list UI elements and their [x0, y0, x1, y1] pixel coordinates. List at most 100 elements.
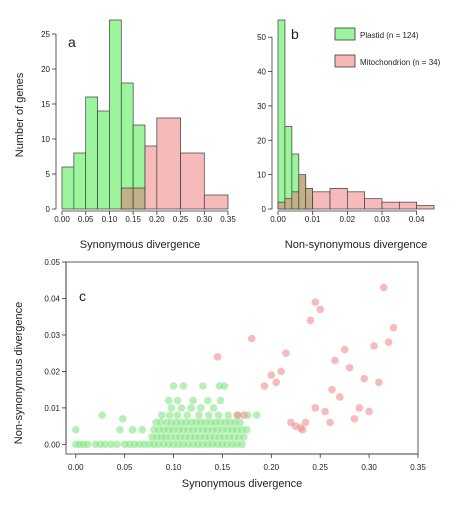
panel-c-plastid-point [113, 440, 121, 449]
panel-b-y-tick-label: 30 [257, 102, 266, 111]
panel-c-plastid-point [164, 396, 173, 405]
panel-a-y-tick-label: 5 [46, 170, 51, 179]
panel-c-mito-point [240, 411, 248, 419]
panel-a-plastid-bar [97, 110, 110, 210]
panel-c-mito-point [389, 323, 398, 332]
panel-c-plastid-point [173, 396, 182, 405]
panel-c-mito-point [370, 342, 378, 350]
panel-a-mito-bar [132, 187, 146, 210]
panel-c-plastid-point [138, 425, 147, 434]
panel-c-plastid-point [236, 418, 244, 427]
panel-c-mito-point [306, 316, 315, 325]
panel-c-mito-point [326, 418, 334, 427]
panel-c-plastid-point [177, 404, 186, 412]
panel-b-mito-bar [277, 201, 286, 210]
panel-c-mito-point [282, 349, 290, 357]
panel-b-histogram: b 0.00 0.01 0.02 0.03 0.04 0 10 20 30 40 50 Non-s… [257, 19, 435, 251]
legend-swatch-mito [334, 54, 356, 68]
panel-c-plastid-point [240, 433, 248, 441]
panel-c-x-tick-label: 0.25 [312, 463, 328, 472]
panel-c-y-tick-label: 0.03 [44, 331, 60, 340]
panel-a-y-label: Number of genes [14, 72, 26, 157]
panel-c-plastid-point [107, 440, 115, 449]
panel-c-plastid-point [183, 411, 192, 419]
panel-b-y-tick-label: 20 [257, 136, 266, 145]
panel-c-plastid-point [115, 425, 124, 434]
panel-a-plastid-bar [109, 19, 122, 210]
panel-b-mito-bar [312, 191, 331, 210]
panel-a-y-tick-label: 25 [41, 30, 50, 39]
panel-c-mito-point [301, 418, 310, 427]
panel-c-x-tick-label: 0.10 [166, 463, 182, 472]
panel-b-mito-bar [329, 188, 348, 210]
panel-c-plastid-point [203, 396, 212, 405]
panel-b-bars [277, 19, 435, 210]
panel-c-plastid-point [252, 411, 261, 419]
panel-c-mito-point [316, 305, 325, 314]
legend-label-plastid: Plastid (n = 124) [360, 31, 419, 40]
panel-c-x-tick-label: 0.30 [361, 463, 377, 472]
panel-a-y-tick-label: 20 [41, 65, 50, 74]
panel-c-y-tick-label: 0.02 [44, 367, 60, 376]
panel-a-y-tick-label: 10 [41, 135, 50, 144]
panel-b-x-tick-label: 0.02 [340, 215, 356, 224]
panel-c-plastid-point [209, 404, 218, 412]
panel-c-plastid-point [216, 396, 225, 405]
panel-c-mito-point [321, 407, 329, 416]
panel-c-mito-point [350, 415, 359, 423]
panel-c-points [65, 261, 419, 455]
legend-swatch-plastid [334, 27, 356, 41]
panel-c-mito-point [375, 378, 383, 387]
panel-c-plastid-point [189, 396, 197, 405]
panel-c-x-tick-label: 0.20 [264, 463, 280, 472]
panel-b-y-tick-label: 10 [257, 171, 266, 180]
panel-b-letter: b [291, 26, 299, 42]
panel-c-x-tick-label: 0.35 [410, 463, 426, 472]
panel-b-y-tick-label: 0 [262, 205, 267, 214]
panel-b-x-tick-label: 0.03 [374, 215, 390, 224]
panel-b-mito-bar [364, 198, 383, 210]
panel-b-mito-bar [398, 201, 418, 210]
panel-c-plastid-point [128, 425, 137, 434]
panel-c-x-tick-label: 0.00 [68, 463, 84, 472]
panel-c-x-axis: 0.00 0.05 0.10 0.15 0.20 0.25 0.30 0.35 [68, 453, 426, 472]
panel-b-x-axis: 0.00 0.01 0.02 0.03 0.04 [270, 210, 425, 224]
panel-c-mito-point [267, 371, 276, 379]
panel-a-bars [61, 19, 229, 210]
panel-a-x-tick-label: 0.35 [220, 215, 236, 224]
panel-a-mito-bar [120, 187, 134, 210]
panel-a-x-tick-label: 0.25 [173, 215, 189, 224]
panel-a-x-tick-label: 0.05 [78, 215, 94, 224]
panel-a-mito-bar [203, 194, 229, 210]
panel-c-y-tick-label: 0.01 [44, 404, 60, 413]
panel-c-plastid-point [199, 382, 207, 390]
panel-c-plastid-point [220, 382, 229, 390]
panel-c-mito-point [384, 338, 393, 347]
panel-a-mito-bar [180, 152, 205, 210]
panel-c-y-label: Non-synonymous divergence [13, 302, 25, 444]
panel-c-mito-point [298, 425, 307, 434]
panel-a-x-tick-label: 0.15 [125, 215, 141, 224]
panel-c-mito-point [379, 283, 388, 292]
panel-c-mito-point [328, 385, 336, 394]
panel-b-plastid-bar [277, 19, 286, 210]
panel-c-x-label: Synonymous divergence [182, 478, 302, 490]
panel-c-plastid-point [169, 382, 178, 390]
panel-a-plastid-bar [85, 96, 98, 210]
panel-a-y-tick-label: 0 [46, 205, 51, 214]
panel-c-mito-point [277, 367, 285, 376]
panel-c-y-axis: 0.00 0.01 0.02 0.03 0.04 0.05 [44, 258, 67, 449]
panel-b-mito-bar [291, 191, 300, 210]
legend-label-mito: Mitochondrion (n = 34) [360, 58, 441, 67]
panel-a-histogram: a 0.00 0.05 0.10 0.15 0.20 0.25 0.30 0.35 0 5 10 1… [14, 19, 236, 251]
panel-a-letter: a [68, 34, 76, 50]
panel-c-plastid-point [101, 440, 109, 449]
panel-c-plastid-point [167, 404, 176, 412]
panel-c-plastid-point [157, 418, 165, 427]
panel-a-plastid-bar [61, 166, 75, 210]
panel-c-mito-point [355, 404, 364, 412]
panel-c-mito-point [213, 353, 222, 361]
panel-c-scatter: c 0.00 0.05 0.10 0.15 0.20 0.25 0.30 0.35 0.000… [13, 258, 426, 490]
panel-b-mito-bar [416, 205, 435, 210]
